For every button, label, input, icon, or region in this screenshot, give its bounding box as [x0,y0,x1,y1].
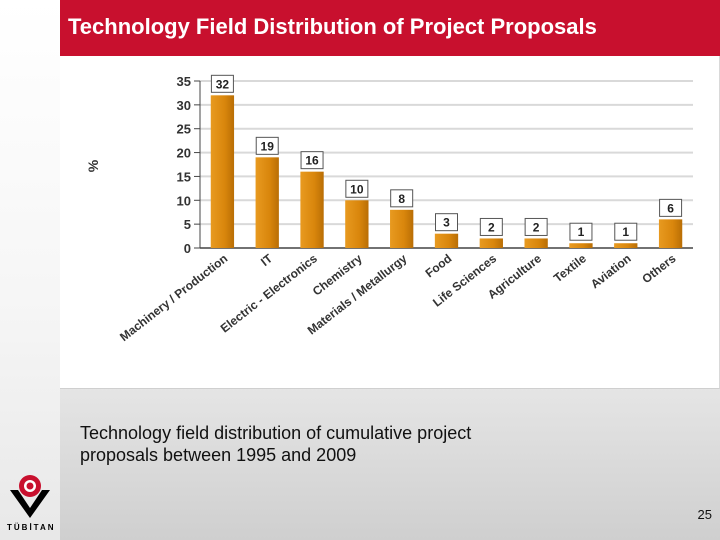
y-tick-label: 10 [177,193,191,208]
data-label-box [255,136,279,155]
tubitak-logo-icon [10,475,50,518]
data-label: 3 [443,216,450,230]
y-axis-label: % [85,159,101,172]
data-label-box [390,189,414,208]
bar-5 [434,233,459,248]
data-label-box [300,151,324,170]
data-label: 8 [398,192,405,206]
bar-7 [524,238,548,248]
bar-2 [300,171,324,248]
data-label: 32 [216,77,230,91]
y-tick-label: 25 [177,122,191,137]
data-label: 6 [667,201,674,215]
data-label-box [210,74,234,93]
caption: Technology field distribution of cumulat… [80,422,640,466]
bar-10 [658,219,683,248]
data-label-box [479,217,503,236]
data-label-box [569,222,593,241]
bar-8 [569,243,593,248]
data-label-box [345,179,369,198]
bar-4 [390,209,414,248]
y-tick-label: 35 [177,74,191,89]
bar-0 [210,95,235,248]
bar-3 [345,200,369,248]
data-label: 2 [533,220,540,234]
data-label: 2 [488,220,495,234]
title-bar: Technology Field Distribution of Project… [60,0,720,56]
data-label-box [659,198,683,217]
data-label: 1 [578,225,585,239]
left-strip [0,0,60,540]
page-number: 25 [697,507,712,522]
data-label: 16 [305,154,319,168]
page-title: Technology Field Distribution of Project… [68,14,597,39]
data-label: 1 [622,225,629,239]
chart-panel: 32 19 16 10 8 3 2 2 1 1 6 0 5 10 15 20 25 30 35 Machinery … [60,56,720,389]
data-label-box [614,222,638,241]
bar-1 [255,157,279,248]
bar-9 [614,243,638,248]
y-tick-label: 20 [177,146,191,161]
data-label: 19 [261,139,275,153]
x-tick-label: Food [423,251,455,280]
data-label-box [524,217,548,236]
x-tick-label: IT [258,251,276,269]
x-tick-label: Aviation [588,251,634,291]
y-tick-label: 5 [184,217,191,232]
y-tick-label: 30 [177,98,191,113]
bar-6 [479,238,503,248]
data-label-box [435,213,458,232]
x-tick-label: Others [639,251,678,286]
caption-line-1: Technology field distribution of cumulat… [80,423,472,443]
logo-text: TÜBİTAN [7,523,56,532]
data-label: 10 [350,182,364,196]
y-tick-label: 0 [184,241,191,256]
x-tick-label: Textile [551,251,589,285]
x-tick-label: Machinery / Production [117,251,230,344]
y-tick-label: 15 [177,169,191,184]
caption-line-2: proposals between 1995 and 2009 [80,445,357,465]
